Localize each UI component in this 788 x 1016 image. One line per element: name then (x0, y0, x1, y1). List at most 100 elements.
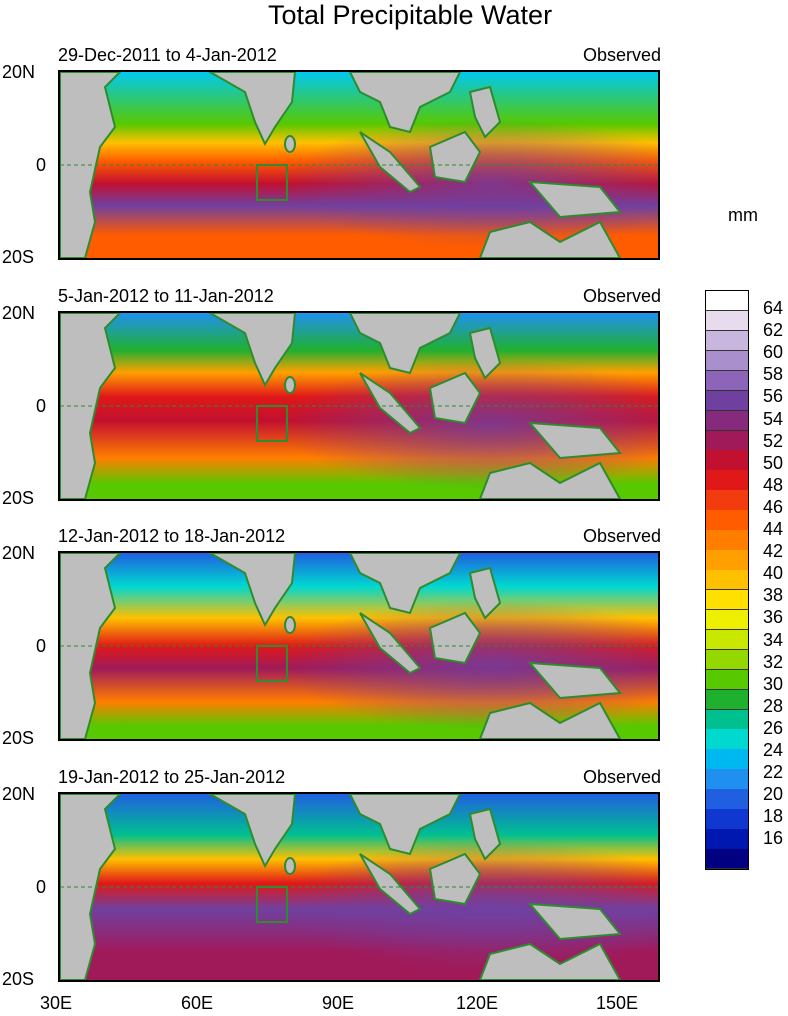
colorbar-tick-label: 42 (763, 541, 784, 562)
colorbar-swatch (706, 550, 748, 571)
panel-4-lat-20s: 20S (2, 969, 35, 989)
colorbar-swatch (706, 789, 748, 810)
panel-4-source: Observed (582, 767, 661, 787)
colorbar-swatch (706, 689, 748, 711)
colorbar-tick-label: 38 (763, 585, 784, 606)
southeast-asia-landmass (348, 553, 462, 615)
colorbar-swatch (706, 809, 748, 830)
colorbar-swatch (706, 649, 748, 671)
lon-label-120e: 120E (456, 993, 499, 1013)
panel-2-map (58, 311, 660, 501)
panel-3-lat-20n: 20N (2, 543, 36, 563)
panel-2-lat-20s: 20S (2, 488, 35, 508)
colorbar-swatch (706, 350, 748, 372)
colorbar-tick-label: 30 (763, 673, 784, 694)
panel-4-lat-0: 0 (36, 877, 47, 897)
colorbar-swatch (706, 310, 748, 332)
colorbar-tick-label: 32 (763, 651, 784, 672)
philippines (468, 85, 502, 139)
colorbar-swatch (706, 709, 748, 730)
philippines (468, 566, 502, 620)
colorbar-tick-label: 20 (763, 784, 784, 805)
colorbar-swatch (706, 390, 748, 412)
colorbar-swatch (706, 669, 748, 691)
colorbar-swatch (706, 291, 748, 312)
colorbar-swatch (706, 490, 748, 511)
australia-landmass (478, 701, 622, 739)
colorbar-swatch (706, 450, 748, 471)
colorbar-tick-label: 52 (763, 430, 784, 451)
colorbar-swatch (706, 769, 748, 790)
lon-label-30e: 30E (40, 993, 73, 1013)
panel-3-lat-20s: 20S (2, 728, 35, 748)
lon-label-150e: 150E (596, 993, 639, 1013)
analysis-box (256, 886, 288, 923)
new-guinea (527, 902, 622, 941)
colorbar-swatch (706, 530, 748, 551)
sri-lanka (284, 616, 296, 634)
colorbar (705, 290, 749, 870)
analysis-box (256, 164, 288, 201)
colorbar-swatch (706, 510, 748, 531)
borneo (428, 130, 482, 184)
panel-2-date-range: 5-Jan-2012 to 11-Jan-2012 (58, 286, 274, 306)
panel-2-lat-20n: 20N (2, 303, 36, 323)
colorbar-swatch (706, 729, 748, 750)
colorbar-tick-label: 22 (763, 762, 784, 783)
colorbar-tick-label: 54 (763, 408, 784, 429)
australia-landmass (478, 461, 622, 499)
colorbar-tick-label: 28 (763, 695, 784, 716)
chart-title: Total Precipitable Water (267, 0, 553, 30)
colorbar-swatch (706, 410, 748, 431)
colorbar-swatch (706, 849, 748, 870)
panel-1-lat-0: 0 (36, 155, 47, 175)
colorbar-unit: mm (728, 205, 758, 225)
panel-4-lat-20n: 20N (2, 784, 36, 804)
india-landmass (207, 72, 297, 147)
southeast-asia-landmass (348, 794, 462, 856)
india-landmass (207, 794, 297, 869)
colorbar-tick-label: 48 (763, 474, 784, 495)
new-guinea (527, 661, 622, 700)
colorbar-swatch (706, 629, 748, 651)
panel-3-source: Observed (582, 526, 661, 546)
colorbar-tick-label: 16 (763, 828, 784, 849)
colorbar-tick-label: 58 (763, 364, 784, 385)
colorbar-tick-label: 50 (763, 452, 784, 473)
india-landmass (207, 553, 297, 628)
colorbar-swatch (706, 330, 748, 352)
analysis-box (256, 405, 288, 442)
colorbar-tick-label: 44 (763, 519, 784, 539)
colorbar-tick-label: 40 (763, 563, 784, 584)
colorbar-swatch (706, 589, 748, 611)
borneo (428, 611, 482, 665)
colorbar-swatch (706, 430, 748, 451)
australia-landmass (478, 942, 622, 980)
australia-landmass (478, 220, 622, 258)
sumatra (359, 853, 422, 916)
new-guinea (527, 180, 622, 219)
panel-1-map (58, 70, 660, 260)
southeast-asia-landmass (348, 313, 462, 375)
colorbar-tick-label: 64 (763, 298, 784, 318)
borneo (428, 852, 482, 906)
philippines (468, 807, 502, 861)
sumatra (359, 131, 422, 194)
panel-3-date-range: 12-Jan-2012 to 18-Jan-2012 (58, 526, 286, 546)
lon-label-60e: 60E (181, 993, 214, 1013)
panel-2-source: Observed (582, 286, 661, 306)
panel-3-lat-0: 0 (36, 636, 47, 656)
warm-pool (60, 72, 658, 258)
borneo (428, 371, 482, 425)
panel-1-source: Observed (582, 45, 661, 65)
colorbar-tick-label: 24 (763, 740, 784, 760)
colorbar-swatch (706, 470, 748, 491)
panel-3-map (58, 551, 660, 741)
sri-lanka (284, 857, 296, 875)
panel-1-lat-20n: 20N (2, 62, 36, 82)
panel-4-map (58, 792, 660, 982)
philippines (468, 326, 502, 380)
sumatra (359, 372, 422, 435)
colorbar-tick-label: 56 (763, 386, 784, 407)
colorbar-swatch (706, 609, 748, 631)
